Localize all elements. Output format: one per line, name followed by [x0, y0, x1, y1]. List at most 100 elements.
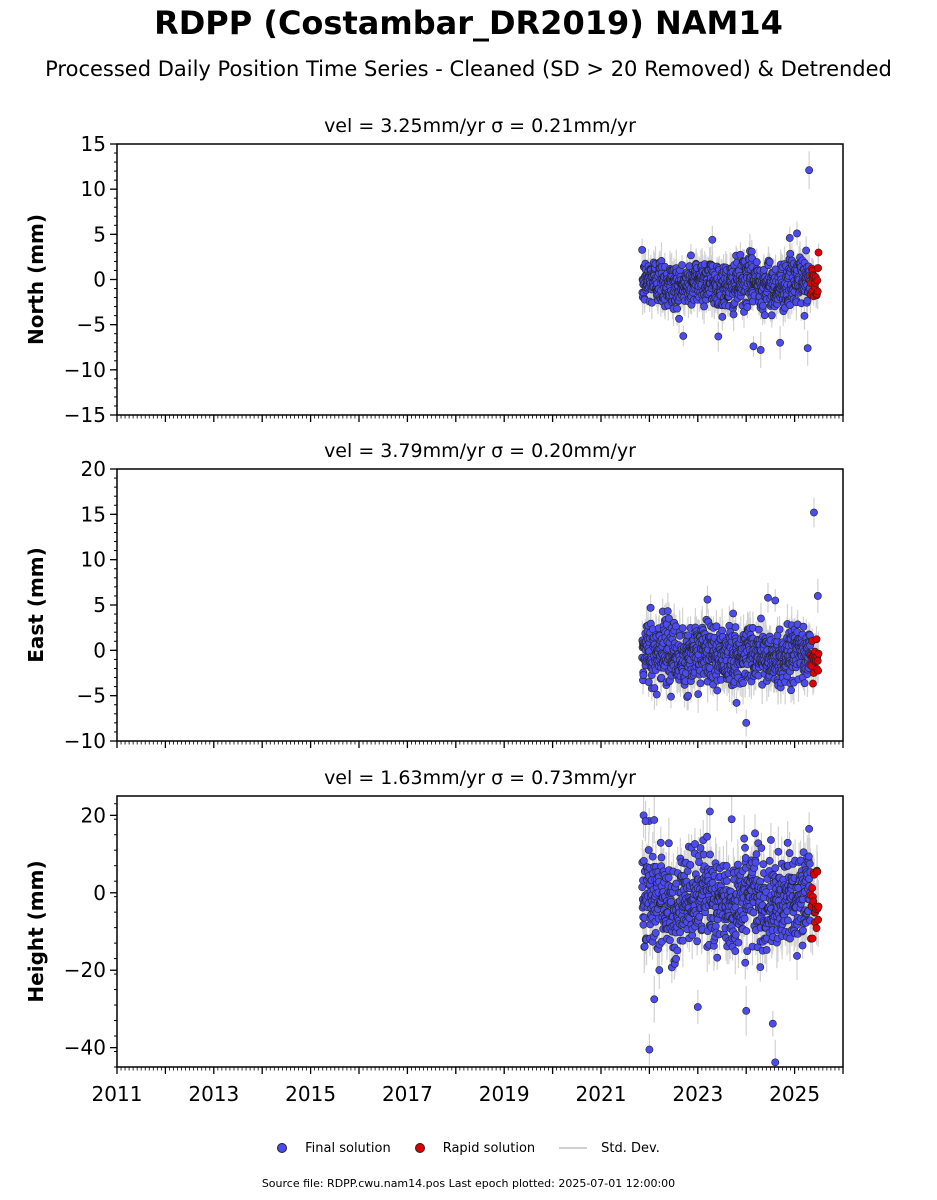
- data-points: [638, 807, 823, 1067]
- y-tick-label: 0: [93, 268, 106, 292]
- final-point: [729, 310, 738, 319]
- final-point: [800, 311, 809, 320]
- final-point: [693, 937, 701, 946]
- final-point: [652, 690, 661, 699]
- rapid-point: [812, 635, 821, 644]
- y-tick-label: 10: [81, 548, 106, 572]
- final-point: [771, 596, 780, 605]
- final-point: [767, 311, 776, 320]
- final-point: [655, 966, 664, 974]
- final-point: [800, 679, 809, 688]
- final-point: [695, 912, 704, 921]
- rapid-point: [814, 666, 823, 675]
- page-title: RDPP (Costambar_DR2019) NAM14: [154, 4, 783, 42]
- east-panel: vel = 3.79mm/yr σ = 0.20mm/yr East (mm) −1…: [24, 440, 844, 753]
- final-point: [776, 338, 784, 347]
- height-panel: vel = 1.63mm/yr σ = 0.73mm/yr Height (mm)…: [24, 767, 844, 1106]
- y-tick-label: 5: [93, 222, 106, 246]
- rapid-point: [814, 649, 823, 658]
- final-point: [679, 332, 688, 340]
- final-point: [793, 229, 801, 238]
- y-tick-label: 10: [81, 177, 106, 201]
- plot-area: [638, 497, 823, 737]
- final-point: [673, 304, 682, 313]
- y-axis-label: East (mm): [24, 547, 48, 663]
- final-point: [684, 691, 693, 700]
- final-point: [713, 953, 722, 962]
- rapid-point: [814, 264, 823, 272]
- final-point: [638, 883, 647, 892]
- final-point: [775, 625, 784, 634]
- final-point: [646, 603, 655, 612]
- rapid-point: [809, 679, 817, 688]
- final-point: [676, 928, 685, 937]
- final-point: [673, 946, 682, 955]
- final-point: [708, 235, 717, 244]
- final-point: [752, 258, 761, 266]
- y-tick-label: 5: [93, 593, 106, 617]
- final-point: [664, 839, 673, 848]
- final-point: [703, 595, 712, 604]
- final-point: [805, 166, 814, 175]
- final-point: [732, 699, 741, 707]
- rapid-point: [813, 276, 822, 285]
- final-point: [742, 718, 751, 727]
- final-point: [664, 873, 673, 882]
- panel-title: vel = 3.79mm/yr σ = 0.20mm/yr: [324, 440, 636, 462]
- final-point: [700, 302, 708, 311]
- final-point: [736, 250, 745, 259]
- final-point: [648, 852, 657, 861]
- final-point: [657, 673, 666, 682]
- final-point: [764, 593, 772, 602]
- final-point: [749, 342, 758, 351]
- final-point: [644, 678, 653, 686]
- final-point: [675, 314, 683, 323]
- final-point: [678, 261, 686, 269]
- final-point: [706, 850, 714, 859]
- final-point: [739, 679, 748, 687]
- y-tick-label: −10: [64, 358, 106, 382]
- y-tick-label: −5: [77, 684, 106, 708]
- final-point: [657, 853, 666, 862]
- final-point: [644, 846, 653, 854]
- panel-title: vel = 1.63mm/yr σ = 0.73mm/yr: [324, 767, 636, 789]
- final-point: [714, 332, 723, 341]
- y-axis-label: Height (mm): [24, 860, 48, 1002]
- final-point: [765, 258, 774, 266]
- y-tick-label: −10: [64, 729, 106, 753]
- final-point: [759, 301, 767, 310]
- final-point: [756, 346, 765, 354]
- final-point: [694, 690, 703, 699]
- final-point: [691, 840, 699, 848]
- final-point: [731, 623, 740, 632]
- final-point: [747, 247, 756, 256]
- final-point: [651, 928, 660, 937]
- y-axis-label: North (mm): [24, 214, 48, 345]
- final-point: [787, 686, 795, 695]
- final-point: [802, 246, 811, 255]
- final-point: [813, 592, 822, 600]
- page-subtitle: Processed Daily Position Time Series - C…: [45, 57, 892, 81]
- final-point: [650, 684, 659, 692]
- y-tick-label: 15: [81, 132, 106, 156]
- final-point: [722, 861, 731, 870]
- rapid-point: [813, 287, 822, 296]
- final-point: [663, 607, 672, 616]
- final-point: [785, 234, 794, 242]
- final-point: [687, 251, 695, 260]
- final-point: [667, 897, 675, 906]
- final-point: [664, 614, 673, 623]
- final-point: [786, 249, 795, 258]
- y-tick-label: −5: [77, 313, 106, 337]
- final-point: [639, 920, 648, 929]
- rapid-point: [813, 657, 822, 665]
- final-point: [667, 692, 675, 701]
- final-point: [686, 861, 695, 869]
- y-tick-label: 20: [81, 457, 106, 481]
- final-point: [695, 858, 703, 866]
- y-tick-label: −15: [64, 403, 106, 427]
- final-point: [722, 877, 731, 885]
- final-point: [799, 622, 808, 631]
- final-point: [754, 625, 763, 634]
